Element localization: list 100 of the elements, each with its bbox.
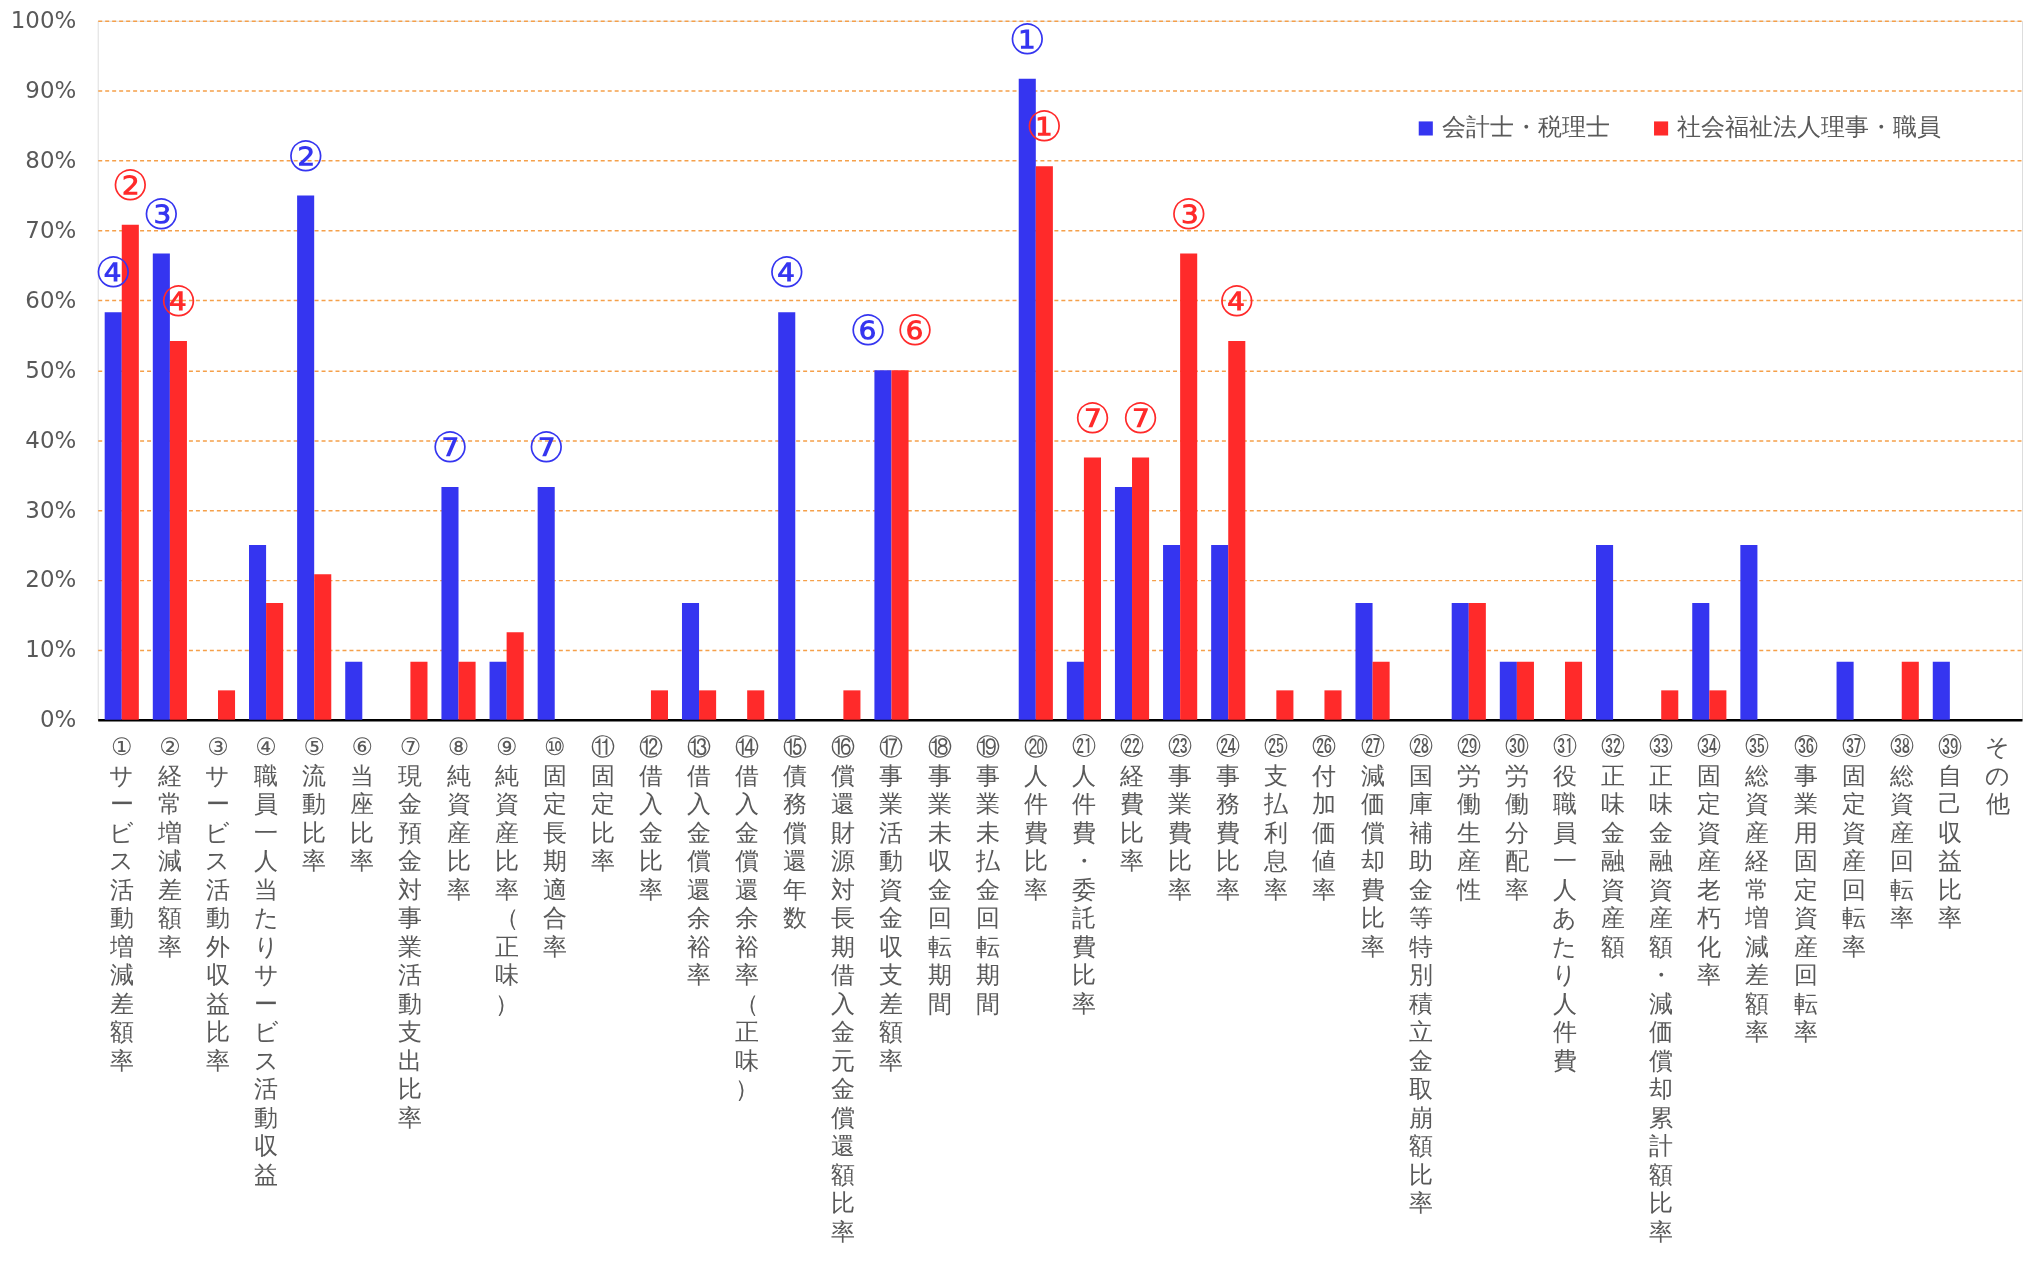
bar <box>843 690 861 720</box>
bar <box>217 690 236 720</box>
bar <box>169 340 187 720</box>
legend-label: 社会福祉法人理事・職員 <box>1677 113 1942 142</box>
bar <box>1211 544 1229 720</box>
bar <box>489 661 507 720</box>
bar <box>297 195 315 720</box>
bar <box>1276 690 1294 720</box>
bar <box>1035 166 1053 720</box>
y-tick-label: 20% <box>25 566 77 593</box>
category-label: ⑯償還財源対長期借入金元金償還額比率 <box>831 733 856 1246</box>
x-tick-label: その他 <box>1985 733 2011 819</box>
bar <box>1901 661 1919 720</box>
y-tick-label: 100% <box>10 7 77 34</box>
x-tick-label: ㉜正味金融資産額 <box>1601 733 1626 961</box>
bar <box>249 544 267 720</box>
bar <box>1516 661 1534 720</box>
bar <box>1661 690 1679 720</box>
bar <box>410 661 428 720</box>
x-tick-label: ⑥当座比率 <box>350 733 375 876</box>
bar <box>1468 602 1486 720</box>
bar <box>266 602 284 720</box>
annotation: ④ <box>767 248 806 298</box>
x-tick-label: ⑧純資産比率 <box>446 733 471 904</box>
bar <box>874 370 892 720</box>
bar <box>1499 661 1517 720</box>
x-tick-label: ㉚労働分配率 <box>1504 733 1529 904</box>
annotation: ③ <box>1169 189 1208 239</box>
bar <box>441 486 459 720</box>
category-label: ㉘国庫補助金等特別積立金取崩額比率 <box>1408 733 1433 1218</box>
x-tick-label: ㉒経費比率 <box>1119 733 1145 876</box>
y-tick-label: 0% <box>39 706 77 733</box>
annotation: ⑦ <box>527 423 565 473</box>
category-label: ㉑人件費・委託費比率 <box>1071 733 1096 1018</box>
category-label: ⑲事業未払金回転期間 <box>975 733 1000 1018</box>
y-tick-label: 40% <box>25 426 77 453</box>
x-tick-label: ㉗減価償却費比率 <box>1360 733 1385 961</box>
bar <box>1451 602 1469 720</box>
category-label: ㉛役職員一人あたり人件費 <box>1552 733 1578 1075</box>
category-label: ③サービス活動外収益比率 <box>205 733 231 1075</box>
x-tick-label: ⑮債務償還年数 <box>783 733 808 933</box>
bar <box>1836 661 1854 720</box>
category-label: ㊱事業用固定資産回転率 <box>1793 733 1818 1047</box>
y-tick-label: 90% <box>25 77 77 104</box>
bar <box>1228 340 1246 720</box>
bar <box>1163 544 1181 720</box>
bar <box>778 312 796 720</box>
bar <box>650 690 669 720</box>
category-label: ⑭借入金償還余裕率（正味） <box>735 733 760 1104</box>
x-tick-label: ②経常増減差額率 <box>156 733 182 961</box>
category-label: ⑦現金預金対事業活動支出比率 <box>398 733 423 1132</box>
x-tick-label: ㉕支払利息率 <box>1263 733 1290 904</box>
x-tick-label: ⑩固定長期適合率 <box>542 733 567 961</box>
legend-label: 会計士・税理士 <box>1441 113 1610 142</box>
x-tick-label: ⑫借入金比率 <box>638 733 663 904</box>
bar <box>345 661 363 720</box>
bar <box>1180 253 1198 720</box>
bar <box>537 486 555 720</box>
category-label: ⑬借入金償還余裕率 <box>687 733 712 990</box>
x-tick-label: ㊲固定資産回転率 <box>1841 733 1866 961</box>
bar <box>1355 602 1373 720</box>
bar <box>1740 544 1758 720</box>
annotation: ⑦ <box>1073 393 1112 443</box>
y-tick-label: 10% <box>25 636 77 663</box>
x-tick-label: ㉙労働生産性 <box>1455 733 1481 904</box>
bar <box>1709 690 1727 720</box>
bar <box>1692 602 1710 720</box>
bar <box>506 632 524 720</box>
category-label: ⑱事業未収金回転期間 <box>927 733 952 1018</box>
x-tick-label: ㊳総資産回転率 <box>1888 733 1914 933</box>
annotation: ④ <box>1218 276 1256 326</box>
bar <box>1564 661 1583 720</box>
bar <box>1932 661 1950 720</box>
bar <box>1596 544 1614 720</box>
y-tick-label: 50% <box>25 356 77 383</box>
x-tick-label: ⑳人件費比率 <box>1023 733 1048 904</box>
annotation: ⑥ <box>849 306 887 356</box>
bar <box>1114 486 1133 720</box>
x-tick-label: ㊴自己収益比率 <box>1937 733 1962 933</box>
bar <box>458 661 476 720</box>
bar <box>747 690 765 720</box>
y-tick-label: 30% <box>25 496 77 523</box>
category-label: ④職員一人当たりサービス活動収益 <box>253 733 279 1189</box>
y-tick-label: 60% <box>25 286 77 313</box>
y-tick-label: 70% <box>25 216 77 243</box>
bar <box>1066 661 1084 720</box>
annotation: ② <box>286 131 325 181</box>
category-label: ⑰事業活動資金収支差額率 <box>879 733 904 1075</box>
bar <box>891 370 909 720</box>
annotation: ① <box>1008 14 1047 64</box>
x-tick-label: ㉔事務費比率 <box>1216 733 1241 904</box>
x-tick-label: ⑪固定比率 <box>590 733 615 876</box>
annotation: ⑦ <box>1121 393 1160 443</box>
bar <box>1083 457 1101 720</box>
x-tick-label: ⑤流動比率 <box>302 733 327 876</box>
category-label: ㉝正味金融資産額・減価償却累計額比率 <box>1649 733 1674 1246</box>
x-tick-label: ㉓事業費比率 <box>1168 733 1193 904</box>
category-label: ①サービス活動増減差額率 <box>109 733 135 1075</box>
category-label: ⑨純資産比率（正味） <box>494 733 519 1018</box>
annotation: ⑦ <box>431 423 469 473</box>
